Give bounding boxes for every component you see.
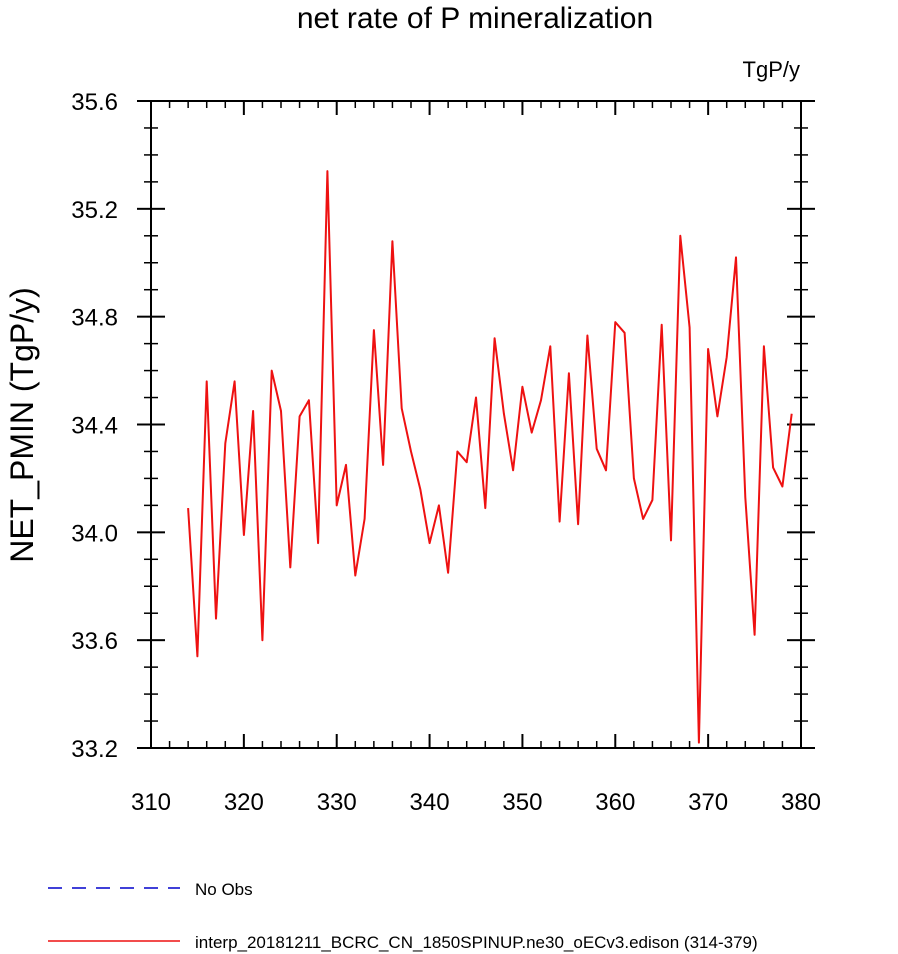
x-tick-label: 340 [410,789,450,816]
x-tick-label: 360 [595,789,635,816]
y-tick-label: 33.6 [71,628,118,655]
x-tick-label: 320 [224,789,264,816]
y-tick-label: 35.6 [71,89,118,116]
y-tick-label: 34.0 [71,520,118,547]
x-tick-label: 310 [131,789,171,816]
y-axis-label: NET_PMIN (TgP/y) [4,287,40,563]
y-tick-label: 33.2 [71,736,118,763]
tick-labels: 310 320 330 340 350 360 370 380 33.2 33.6 34.0 34.4… [71,89,821,816]
x-tick-label: 370 [688,789,728,816]
legend-label-model: interp_20181211_BCRC_CN_1850SPINUP.ne30_… [195,933,758,952]
x-tick-label: 330 [317,789,357,816]
x-tick-label: 350 [502,789,542,816]
units-label: TgP/y [743,57,800,82]
plot-frame [150,100,802,749]
legend: No Obs interp_20181211_BCRC_CN_1850SPINU… [48,880,758,952]
y-tick-label: 35.2 [71,197,118,224]
legend-label-no-obs: No Obs [195,880,253,899]
y-tick-label: 34.4 [71,413,118,440]
chart-title: net rate of P mineralization [297,2,653,35]
y-tick-label: 34.8 [71,305,118,332]
x-tick-label: 380 [781,789,821,816]
axis-ticks [137,100,815,749]
series-layer [187,170,793,744]
series-line-1 [187,170,793,744]
